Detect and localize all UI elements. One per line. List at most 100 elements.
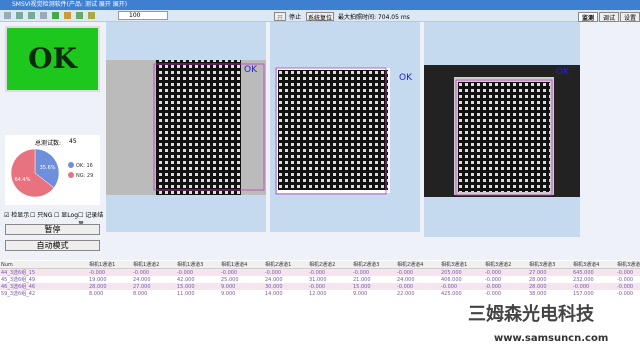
table-cell: 19.000: [89, 276, 107, 283]
reset-button[interactable]: 系统复位: [306, 12, 334, 22]
table-cell: 相机3通道1: [440, 261, 484, 269]
checkbox[interactable]: ☐ 显Log: [54, 212, 79, 219]
table-cell: 30.000: [264, 283, 308, 290]
mode-button[interactable]: 自动模式: [5, 240, 100, 251]
watermark-brand: 三姆森光电科技: [468, 304, 594, 325]
table-cell: 425.000: [441, 290, 462, 297]
led-board: [156, 60, 241, 195]
legend-swatch: [68, 172, 74, 178]
roi-box: [455, 79, 553, 196]
time-label: 最大拍照时间: 704.05 ms: [338, 14, 410, 21]
tab[interactable]: 设置: [620, 12, 640, 22]
led-board: [458, 82, 550, 192]
checkbox-row: ☑ 检显示 ☐ 只NG ☐ 显Log ☐ 记录结果: [4, 210, 104, 228]
table-cell: -0.000: [264, 268, 308, 276]
legend-label: NG: 29: [76, 173, 93, 179]
slice-label: 35.6%: [40, 165, 56, 171]
tab-bar: 监测 调试 设置: [578, 12, 640, 22]
table-cell: -0.000: [132, 268, 176, 276]
table-cell: 相机2通道3: [352, 261, 396, 269]
table-cell: 27.000: [132, 283, 176, 290]
table-cell: 8.000: [133, 290, 148, 297]
result-table: Num 相机1通道1 相机1通道2 相机1通道3 相机1通道4 相机2通道1 相机2通道2 相…: [0, 261, 640, 297]
table-cell: -0.000: [485, 276, 502, 283]
total-label: 总测试数:: [35, 140, 62, 147]
pie-chart: 35.6% OK: 16 64.4% NG: 29: [10, 148, 93, 198]
table-cell: 28.000: [529, 276, 547, 283]
checkbox[interactable]: ☑ 检显示: [4, 212, 30, 219]
table-cell: -0.000: [396, 268, 440, 276]
table-row: 46_3选6组_46 28.000 27.000 15.000 9.000 30.000-…: [0, 283, 640, 290]
table-cell: 相机3通道2: [484, 261, 528, 269]
tab[interactable]: 调试: [599, 12, 619, 22]
table-cell: -0.000: [616, 268, 640, 276]
table-cell: -0.000: [352, 268, 396, 276]
total-count: 45: [69, 138, 77, 145]
table-cell: 38.000: [529, 290, 547, 297]
table-cell: 45_3选6组_49: [1, 277, 36, 283]
table-cell: -0.000: [396, 283, 440, 290]
table-cell: 24.000: [133, 276, 151, 283]
led-board: [278, 70, 388, 190]
table-cell: 28.000: [528, 283, 572, 290]
stats-panel: 总测试数: 45 35.6% OK: 16 64.4% NG: 29: [5, 135, 100, 205]
table-cell: 645.000: [572, 268, 616, 276]
checkbox[interactable]: ☐ 只NG: [30, 212, 53, 219]
table-cell: 相机3通道3: [528, 261, 572, 269]
table-cell: 相机1通道4: [220, 261, 264, 269]
table-cell: 11.000: [177, 290, 195, 297]
table-cell: -0.000: [88, 268, 132, 276]
table-cell: -0.000: [308, 268, 352, 276]
table-cell: 22.000: [397, 290, 415, 297]
watermark-url: www.samsuncn.com: [494, 333, 609, 344]
table-cell: 8.000: [89, 290, 104, 297]
stop-button[interactable]: 停止: [289, 14, 302, 21]
table-cell: 59_3选6组_42: [1, 291, 36, 297]
pie-slice: [34, 148, 60, 189]
checkbox-label: 只NG: [37, 212, 53, 219]
checkbox-label: 检显示: [11, 212, 30, 219]
slice-label: 64.4%: [14, 177, 30, 183]
table-cell: 24.000: [265, 276, 283, 283]
table-cell: -0.000: [485, 290, 502, 297]
table-cell: -0.000: [308, 283, 352, 290]
roi-box: [153, 63, 265, 191]
table-cell: 9.000: [353, 290, 368, 297]
roi-box: [275, 67, 387, 195]
table-cell: -0.000: [572, 283, 616, 290]
tab[interactable]: 监测: [578, 12, 598, 22]
table-cell: 42.000: [177, 276, 195, 283]
title-bar: SMSVI视觉检测软件(产品: 测试 展开 展开): [0, 0, 640, 10]
camera-views: OK OK OK: [106, 22, 580, 237]
control-bar: 开始 停止 系统复位 最大拍照时间: 704.05 ms: [274, 12, 574, 31]
table-cell: 相机2通道4: [396, 261, 440, 269]
image-label: OK: [556, 67, 570, 77]
table-cell: 相机3通道4: [572, 261, 616, 269]
table-row: 44_3选6组_15 -0.000 -0.000 -0.000 -0.000 -0.000…: [0, 268, 640, 276]
table-cell: 15.000: [352, 283, 396, 290]
pause-button[interactable]: 暂停: [5, 224, 100, 235]
table-cell: -0.000: [617, 290, 634, 297]
table-cell: 相机1通道3: [176, 261, 220, 269]
legend-label: OK: 16: [76, 163, 93, 169]
table-cell: 25.000: [221, 276, 239, 283]
table-row: 59_3选6组_42 8.000 8.000 11.000 9.000 14.000 12.…: [0, 290, 640, 298]
table-header: Num 相机1通道1 相机1通道2 相机1通道3 相机1通道4 相机2通道1 相机2通道2 相…: [0, 261, 640, 269]
table-cell: 相机2通道1: [264, 261, 308, 269]
checkbox-label: 显Log: [61, 212, 79, 219]
start-button[interactable]: 开始: [274, 12, 286, 31]
table-cell: 44_3选6组_15: [0, 268, 88, 276]
table-cell: 相机3通道5: [616, 261, 640, 269]
table-cell: 27.000: [528, 268, 572, 276]
table-cell: -0.000: [484, 268, 528, 276]
table-cell: 相机1通道2: [132, 261, 176, 269]
table-cell: 9.000: [220, 283, 264, 290]
table-cell: 15.000: [176, 283, 220, 290]
image-label: OK: [399, 73, 413, 83]
table-cell: -0.000: [220, 268, 264, 276]
table-row: 45_3选6组_49 19.000 24.000 42.000 25.000 24.000…: [0, 276, 640, 284]
input-box[interactable]: 100: [118, 11, 168, 20]
table-cell: 406.000: [441, 276, 462, 283]
table-cell: 232.000: [573, 276, 594, 283]
table-cell: 相机1通道1: [88, 261, 132, 269]
